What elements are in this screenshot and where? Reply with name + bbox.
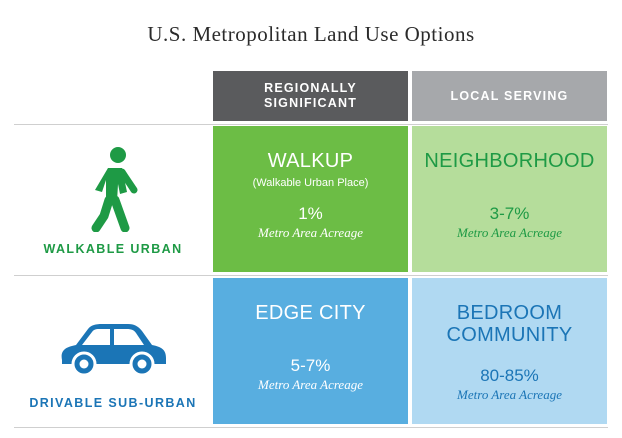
- cell-caption: Metro Area Acreage: [258, 225, 363, 240]
- cell-title: WALKUP: [267, 150, 354, 172]
- row-divider-bottom: [14, 427, 608, 428]
- cell-subtitle: (Walkable Urban Place): [252, 177, 369, 189]
- cell-title: COMMUNITY: [446, 324, 573, 346]
- cell-title: EDGE CITY: [255, 302, 366, 324]
- cell-edge-city: EDGE CITY 5-7% Metro Area Acreage: [213, 278, 408, 424]
- car-icon: [61, 324, 166, 377]
- column-header-line: LOCAL SERVING: [450, 88, 569, 103]
- cell-caption: Metro Area Acreage: [258, 377, 363, 392]
- column-header-local-serving: LOCAL SERVING: [412, 71, 607, 121]
- cell-percent: 3-7%: [489, 204, 530, 223]
- column-header-regionally-significant: REGIONALLY SIGNIFICANT: [213, 71, 408, 121]
- cell-walkup: WALKUP (Walkable Urban Place) 1% Metro A…: [213, 126, 408, 272]
- row-divider-top: [14, 124, 608, 125]
- cell-bedroom-community: BEDROOM COMMUNITY 80-85% Metro Area Acre…: [412, 278, 607, 424]
- cell-caption: Metro Area Acreage: [457, 387, 562, 402]
- cell-neighborhood: NEIGHBORHOOD 3-7% Metro Area Acreage: [412, 126, 607, 272]
- row-label-drivable-sub-urban: DRIVABLE SUB-URBAN: [29, 396, 197, 410]
- cell-title: BEDROOM: [456, 302, 563, 324]
- column-header-line: REGIONALLY: [264, 81, 357, 95]
- diagram-title: U.S. Metropolitan Land Use Options: [147, 22, 475, 46]
- row-label-walkable-urban: WALKABLE URBAN: [43, 242, 183, 256]
- cell-title: NEIGHBORHOOD: [424, 150, 595, 172]
- column-header-line: SIGNIFICANT: [263, 96, 358, 110]
- cell-percent: 1%: [298, 204, 323, 223]
- cell-percent: 5-7%: [290, 356, 331, 375]
- cell-percent: 80-85%: [480, 366, 539, 385]
- row-divider-middle: [14, 275, 608, 276]
- walking-person-icon: [91, 147, 138, 232]
- cell-caption: Metro Area Acreage: [457, 225, 562, 240]
